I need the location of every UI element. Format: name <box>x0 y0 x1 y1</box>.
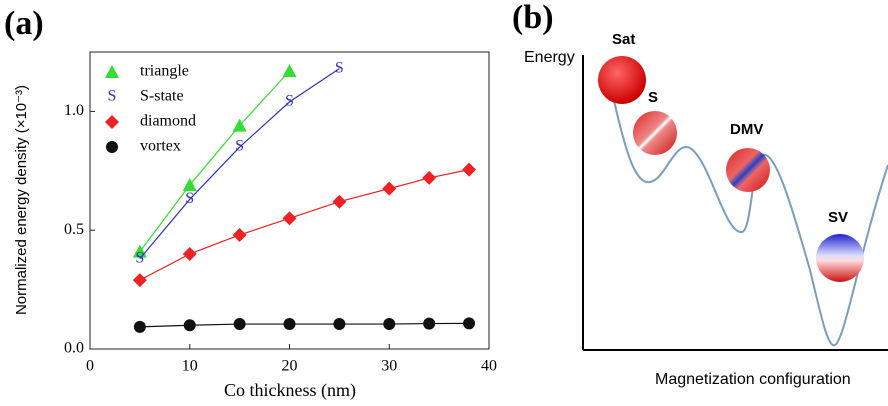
marker <box>383 318 396 331</box>
x-tick-label: 20 <box>282 358 298 375</box>
marker <box>233 318 246 331</box>
marker <box>105 115 119 129</box>
marker <box>133 320 146 333</box>
y-tick-label: 0.0 <box>64 340 84 357</box>
marker <box>422 170 437 185</box>
marker <box>182 178 197 192</box>
state-label: SV <box>828 209 848 226</box>
x-axis-label: Co thickness (nm) <box>224 380 356 401</box>
series-line <box>139 68 340 260</box>
marker <box>105 65 119 78</box>
diagram: (b) Energy Magnetization configuration S… <box>512 0 888 388</box>
state-sphere <box>726 148 770 192</box>
y-tick-label: 1.0 <box>64 102 84 119</box>
marker <box>106 141 118 153</box>
x-tick-label: 0 <box>86 358 94 375</box>
marker <box>282 64 297 78</box>
marker <box>332 194 347 209</box>
state-label: DMV <box>730 121 763 138</box>
state-sphere <box>598 56 646 104</box>
series-line <box>139 70 290 252</box>
marker <box>232 118 247 132</box>
y-axis-label: Normalized energy density (×10⁻³) <box>13 85 30 315</box>
state-label: S <box>648 89 658 106</box>
marker <box>462 162 477 177</box>
marker: S <box>235 138 244 155</box>
marker <box>232 227 247 242</box>
marker <box>333 318 346 331</box>
marker: S <box>135 249 144 266</box>
state-label: Sat <box>612 31 635 48</box>
panel-label: (b) <box>512 0 554 36</box>
state-sphere <box>816 234 864 282</box>
legend-label: triangle <box>140 63 189 80</box>
marker: S <box>285 93 294 110</box>
marker <box>423 317 436 330</box>
series-line <box>139 322 470 328</box>
marker <box>282 211 297 226</box>
y-tick-label: 0.5 <box>64 221 84 238</box>
x-tick-label: 10 <box>182 358 198 375</box>
axis-label: Energy <box>524 49 575 66</box>
axis-label: Magnetization configuration <box>655 371 851 388</box>
legend-label: diamond <box>140 113 196 130</box>
state-sphere <box>633 111 677 155</box>
legend-label: vortex <box>140 138 181 155</box>
x-tick-label: 40 <box>481 358 497 375</box>
marker <box>382 181 397 196</box>
marker: S <box>185 190 194 207</box>
series-line <box>139 169 470 281</box>
marker <box>183 319 196 332</box>
legend-label: S-state <box>140 88 184 105</box>
x-tick-label: 30 <box>381 358 397 375</box>
panel-label: (a) <box>4 5 44 42</box>
marker: S <box>108 88 117 105</box>
marker <box>132 273 147 288</box>
marker <box>463 317 476 330</box>
marker <box>182 246 197 261</box>
marker: S <box>335 59 344 76</box>
marker <box>283 318 296 331</box>
